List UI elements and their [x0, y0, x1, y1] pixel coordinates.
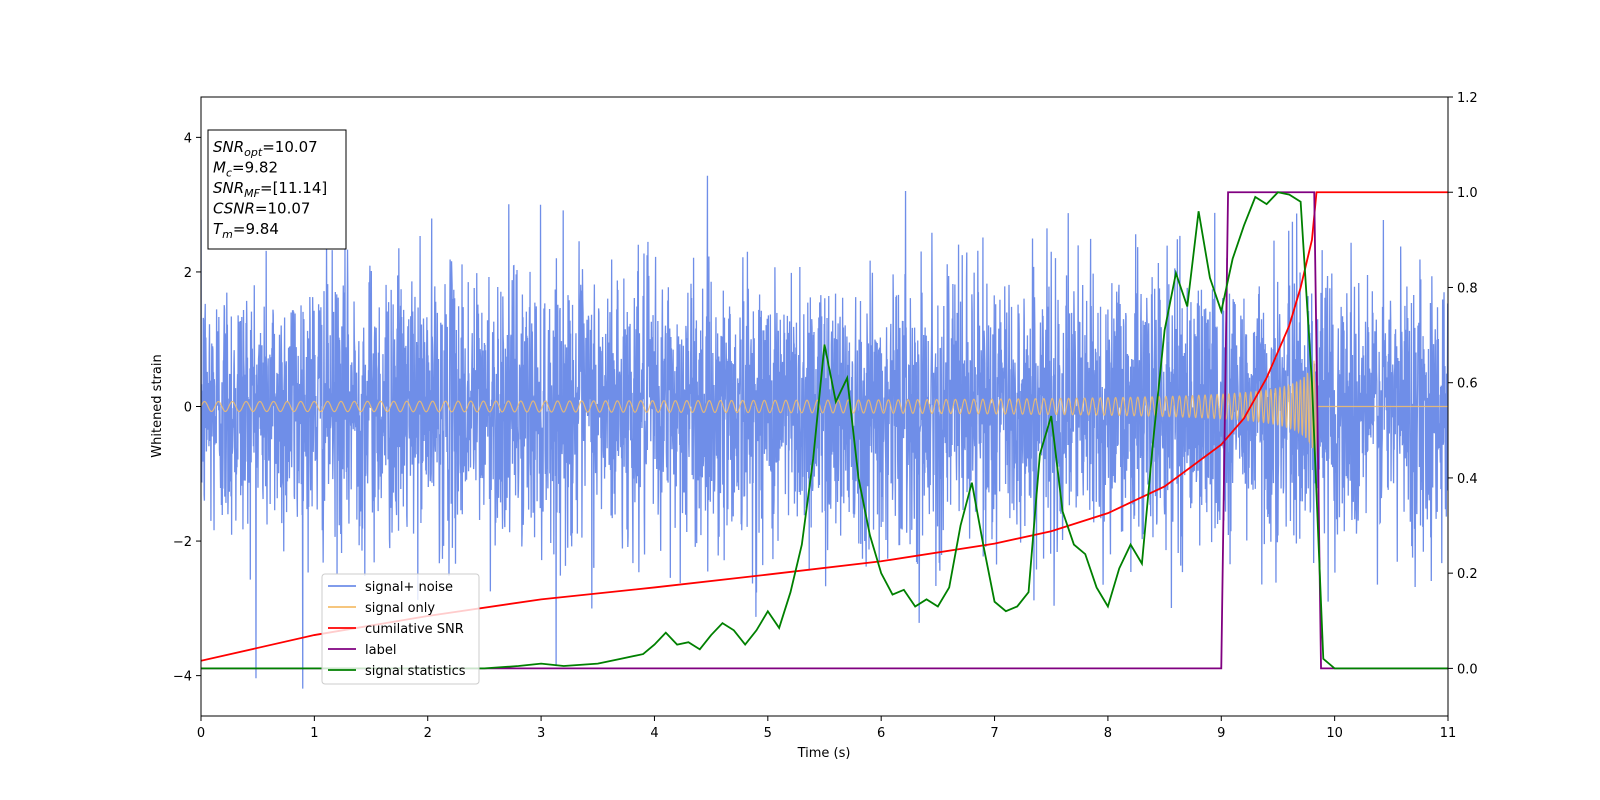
series-signal-statistics [201, 191, 1448, 670]
y-tick-label: 4 [184, 131, 192, 146]
y2-tick-label: 0.6 [1457, 377, 1478, 392]
y-tick-label: −2 [173, 535, 192, 550]
info-line: Tm=9.84 [213, 220, 279, 241]
info-line: SNRMF=[11.14] [213, 179, 327, 200]
legend-frame [321, 573, 480, 685]
plot-area [201, 175, 1448, 689]
x-tick-label: 0 [197, 726, 205, 741]
legend-label-label: label [365, 643, 396, 658]
x-tick-label: 1 [310, 726, 318, 741]
series-signal-noise [201, 175, 1448, 689]
info-line: SNRopt=10.07 [213, 138, 318, 159]
x-tick-label: 10 [1326, 726, 1343, 741]
info-box-frame [207, 129, 347, 250]
x-tick-label: 2 [424, 726, 432, 741]
series-signal-only [201, 360, 1448, 459]
x-axis: 0 1 2 3 4 5 6 7 8 9 10 11 [197, 716, 1456, 741]
x-tick-label: 3 [537, 726, 545, 741]
x-tick-label: 5 [764, 726, 772, 741]
y2-tick-label: 0.2 [1457, 567, 1478, 582]
legend-label-signal-noise: signal+ noise [365, 580, 453, 595]
y2-tick-label: 0.0 [1457, 662, 1478, 677]
x-axis-label: Time (s) [797, 746, 851, 761]
series-cumilative-snr [201, 191, 1448, 662]
legend-label-signal-only: signal only [365, 601, 435, 616]
legend-label-cumilative-snr: cumilative SNR [365, 622, 464, 637]
y2-tick-label: 1.2 [1457, 91, 1478, 106]
x-tick-label: 6 [877, 726, 885, 741]
y-tick-label: −4 [173, 670, 192, 685]
info-line: CSNR=10.07 [213, 200, 310, 218]
y-axis-label: Whitened strain [150, 354, 165, 457]
y-tick-label: 0 [184, 401, 192, 416]
y2-tick-label: 0.4 [1457, 472, 1478, 487]
x-tick-label: 7 [990, 726, 998, 741]
y2-tick-label: 0.8 [1457, 281, 1478, 296]
x-tick-label: 4 [650, 726, 658, 741]
info-line: Mc=9.82 [213, 159, 278, 180]
y2-tick-label: 1.0 [1457, 186, 1478, 201]
y-axis-left: 4 2 0 −2 −4 [173, 131, 201, 685]
info-box: SNRopt=10.07Mc=9.82SNRMF=[11.14]CSNR=10.… [207, 129, 347, 250]
x-tick-label: 9 [1217, 726, 1225, 741]
legend: signal+ noise signal only cumilative SNR la… [321, 573, 480, 685]
legend-label-signal-statistics: signal statistics [365, 664, 466, 679]
y-axis-right: 0.0 0.2 0.4 0.6 0.8 1.0 1.2 [1448, 91, 1478, 677]
y-tick-label: 2 [184, 266, 192, 281]
x-tick-label: 11 [1440, 726, 1457, 741]
x-tick-label: 8 [1104, 726, 1112, 741]
